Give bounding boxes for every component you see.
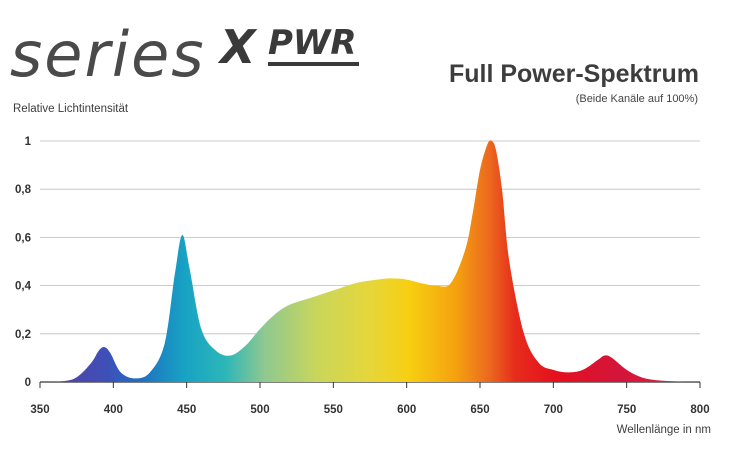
x-tick-label: 600 bbox=[397, 404, 416, 416]
y-tick-label: 1 bbox=[25, 136, 32, 148]
chart-title: Full Power-Spektrum bbox=[448, 60, 699, 88]
x-ticks: 350 400 450 500 550 600 650 700 750 800 bbox=[30, 382, 710, 416]
x-tick-label: 800 bbox=[690, 404, 709, 416]
y-tick-label: 0,8 bbox=[15, 184, 32, 196]
x-tick-label: 650 bbox=[470, 404, 489, 416]
y-axis-label: Relative Lichtintensität bbox=[13, 103, 129, 115]
spectrum-area bbox=[40, 140, 700, 382]
x-tick-label: 550 bbox=[324, 404, 343, 416]
y-ticks: 0 0,2 0,4 0,6 0,8 1 bbox=[15, 136, 32, 389]
x-tick-label: 350 bbox=[30, 404, 49, 416]
logo-pwr-text: PWR bbox=[268, 24, 359, 66]
logo-x-text: X bbox=[220, 20, 256, 74]
y-tick-label: 0,6 bbox=[15, 232, 31, 244]
x-tick-label: 500 bbox=[250, 404, 269, 416]
x-tick-label: 400 bbox=[104, 404, 123, 416]
x-tick-label: 700 bbox=[544, 404, 563, 416]
x-tick-label: 450 bbox=[177, 404, 196, 416]
chart-subtitle: (Beide Kanäle auf 100%) bbox=[575, 93, 698, 105]
x-axis-label: Wellenlänge in nm bbox=[616, 424, 711, 436]
y-tick-label: 0,2 bbox=[15, 329, 31, 341]
x-tick-label: 750 bbox=[617, 404, 636, 416]
y-tick-label: 0,4 bbox=[15, 281, 32, 293]
y-tick-label: 0 bbox=[25, 377, 31, 389]
logo-series-text: series bbox=[10, 18, 206, 91]
